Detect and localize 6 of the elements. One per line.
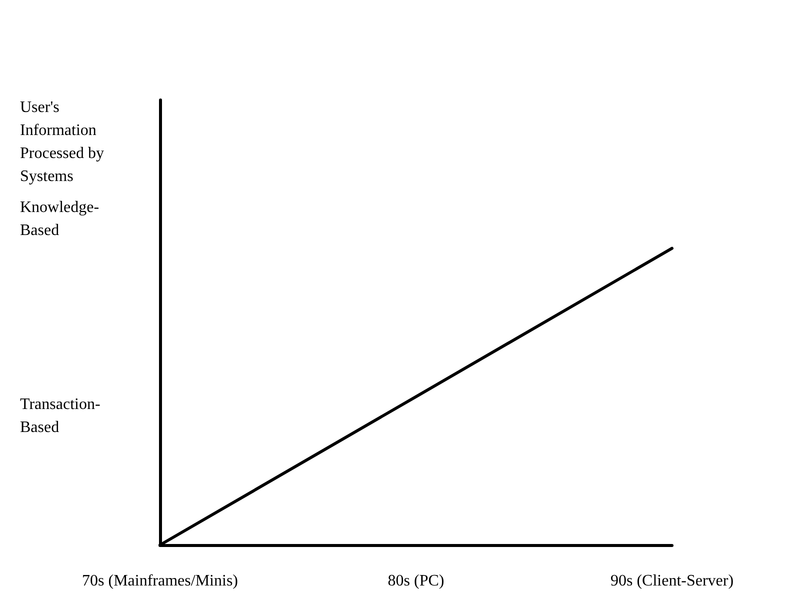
y-axis-title: User's Information Processed by Systems: [20, 99, 104, 185]
x-tick-label: 70s (Mainframes/Minis): [82, 572, 238, 590]
x-tick-label: 90s (Client-Server): [610, 572, 734, 590]
text: Knowledge-Based: [20, 199, 100, 239]
text: Transaction-Based: [20, 396, 100, 436]
x-tick-label: 80s (PC): [388, 572, 444, 590]
